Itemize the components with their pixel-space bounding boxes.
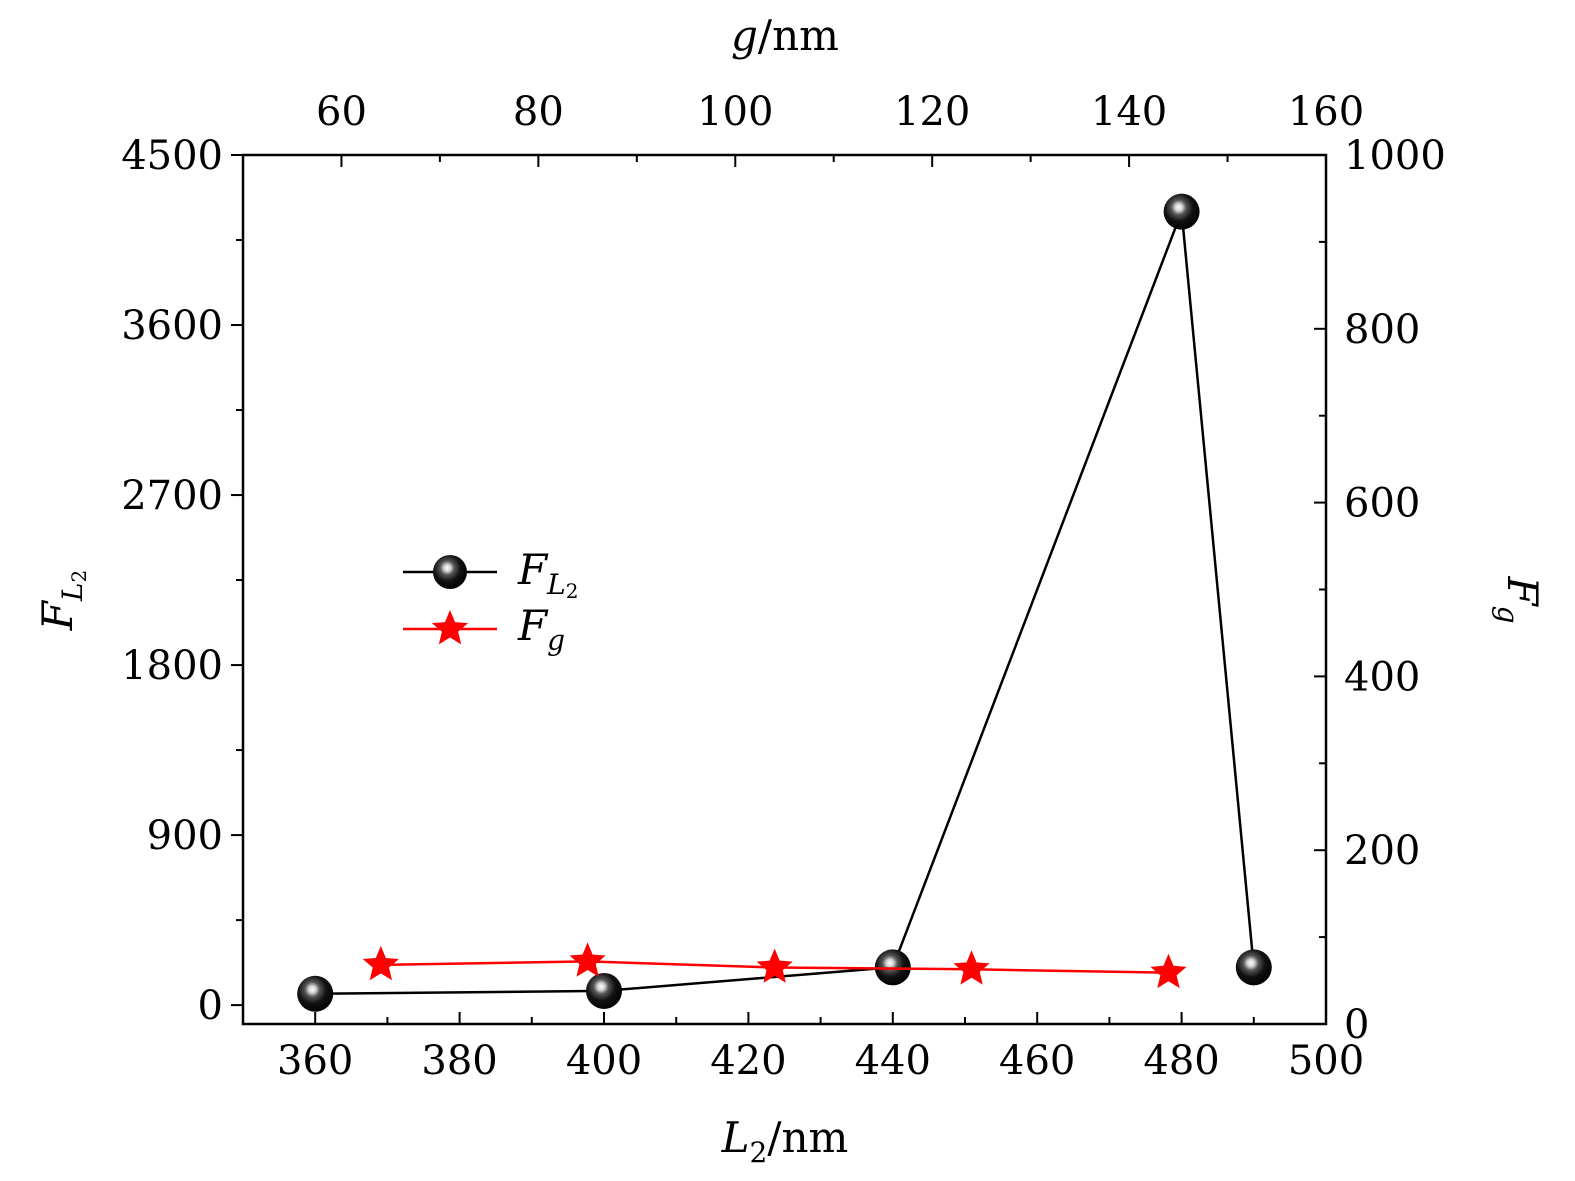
plot-frame: [241, 153, 1328, 1026]
x-bottom-tick-label: 360: [277, 1038, 353, 1084]
y-right-tick-label: 800: [1344, 307, 1420, 353]
data-point-f-l2: [1163, 193, 1200, 230]
y-left-tick-label: 1800: [121, 643, 223, 689]
y-left-tick-label: 3600: [121, 303, 223, 349]
data-point-f-g: [569, 942, 606, 977]
y-axis-right-label: Fg: [1491, 575, 1547, 623]
x-axis-top-ticks: 60 80 100 120 140 160: [316, 89, 1364, 167]
x-bottom-tick-label: 380: [421, 1038, 497, 1084]
series-layer: [297, 193, 1272, 1012]
y-left-tick-label: 4500: [121, 133, 223, 179]
legend-marker-f-g: [431, 610, 469, 645]
legend-label-f-l2: FL2: [517, 545, 578, 603]
legend-item-f-g: Fg: [403, 601, 565, 657]
series-line-0: [315, 211, 1256, 996]
x-axis-bottom-label: L2/nm: [721, 1113, 849, 1169]
y-axis-left-ticks: 0 900 1800 2700 3600 4500: [121, 133, 243, 1029]
x-bottom-tick-label: 480: [1143, 1038, 1219, 1084]
x-bottom-tick-label: 460: [999, 1038, 1075, 1084]
x-bottom-tick-label: 400: [566, 1038, 642, 1084]
y-right-tick-label: 600: [1344, 481, 1420, 527]
x-axis-top-label: g/nm: [731, 11, 839, 60]
y-left-tick-label: 2700: [121, 473, 223, 519]
y-right-tick-label: 0: [1344, 1002, 1369, 1048]
data-point-f-l2: [1235, 949, 1272, 986]
data-point-f-g: [756, 948, 793, 983]
y-right-tick-label: 1000: [1344, 133, 1446, 179]
y-right-tick-label: 200: [1344, 828, 1420, 874]
legend: FL2 Fg: [403, 545, 578, 657]
legend-label-f-g: Fg: [517, 601, 565, 657]
data-point-f-g: [1150, 953, 1187, 989]
y-right-tick-label: 400: [1344, 654, 1420, 700]
x-top-tick-label: 120: [894, 89, 970, 135]
data-point-f-l2: [586, 972, 622, 1009]
x-top-tick-label: 160: [1288, 89, 1364, 135]
data-point-f-l2: [874, 949, 911, 986]
legend-marker-f-l2: [433, 555, 467, 589]
x-bottom-tick-label: 440: [855, 1038, 931, 1084]
legend-item-f-l2: FL2: [403, 545, 578, 603]
x-top-tick-label: 80: [513, 89, 564, 135]
x-bottom-tick-label: 500: [1288, 1038, 1364, 1084]
y-axis-left-label: FL2: [33, 570, 91, 631]
x-axis-bottom-ticks: 360 380 400 420 440 460 480 500: [277, 1012, 1364, 1084]
x-bottom-tick-label: 420: [710, 1038, 786, 1084]
y-left-tick-label: 900: [147, 813, 223, 859]
data-point-f-g: [362, 945, 399, 981]
data-point-f-l2: [297, 975, 334, 1012]
x-top-tick-label: 100: [697, 89, 773, 135]
y-axis-right-ticks: 0 200 400 600 800 1000: [1314, 133, 1446, 1048]
x-top-tick-label: 140: [1091, 89, 1167, 135]
data-point-f-g: [953, 950, 990, 985]
y-left-tick-label: 0: [198, 983, 223, 1029]
x-top-tick-label: 60: [316, 89, 367, 135]
